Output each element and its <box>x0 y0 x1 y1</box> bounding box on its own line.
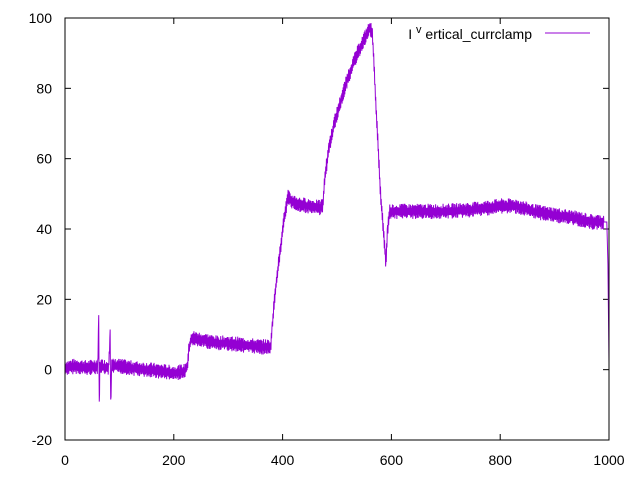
plot-border <box>64 17 610 441</box>
y-tick-label: 80 <box>36 80 52 96</box>
y-tick-label: 100 <box>29 10 53 26</box>
y-tick-label: 0 <box>44 362 52 378</box>
x-tick-label: 800 <box>489 452 513 468</box>
legend: I v ertical_currclamp <box>408 20 590 42</box>
y-tick-label: 20 <box>36 291 52 307</box>
legend-label-rest: ertical_currclamp <box>425 26 532 42</box>
x-tick-label: 200 <box>162 452 186 468</box>
x-tick-label: 1000 <box>593 452 624 468</box>
x-tick-label: 400 <box>271 452 295 468</box>
series-layer <box>64 22 610 402</box>
legend-label-base: I <box>408 26 412 42</box>
x-tick-label: 0 <box>61 452 69 468</box>
legend-label-superscript: v <box>416 24 422 36</box>
axis-tick-labels: 0 200 400 600 800 1000 -20 0 20 40 60 80 100 <box>29 10 625 468</box>
series-line <box>64 22 610 402</box>
y-tick-label: 60 <box>36 151 52 167</box>
y-tick-label: -20 <box>32 432 52 448</box>
x-tick-label: 600 <box>380 452 404 468</box>
legend-label: I v ertical_currclamp <box>408 20 532 42</box>
y-tick-label: 40 <box>36 221 52 237</box>
